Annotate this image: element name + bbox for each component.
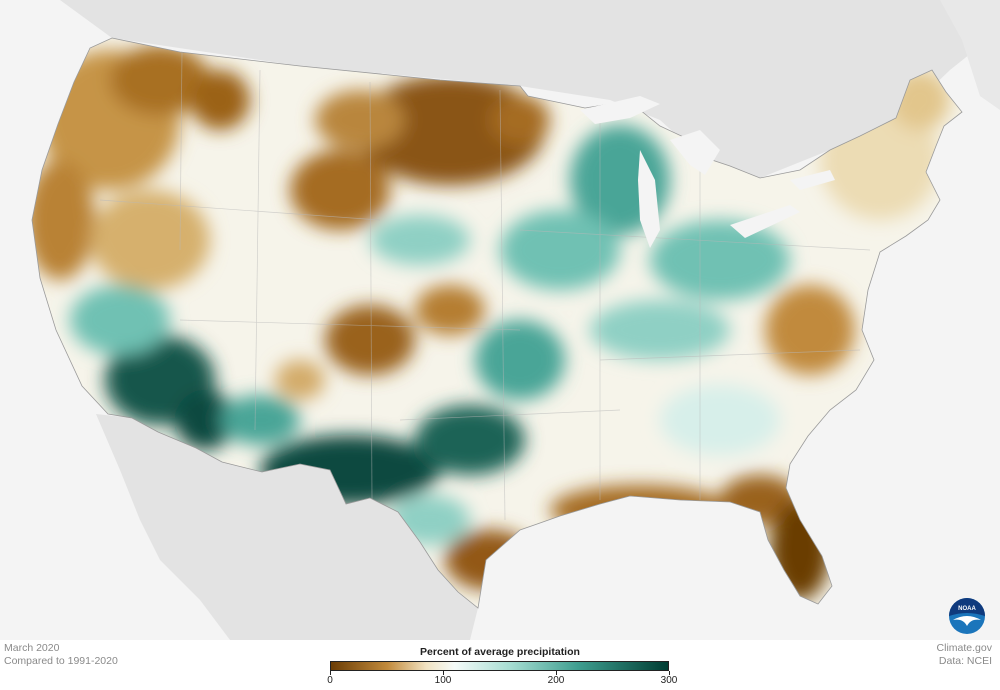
data-source: Data: NCEI (938, 655, 992, 667)
legend-tick-mark (330, 671, 331, 675)
surrounding-land (0, 0, 1000, 640)
legend-title: Percent of average precipitation (420, 646, 580, 658)
legend-tick-label: 0 (327, 675, 333, 686)
legend-color-bar (330, 661, 669, 671)
date-label: March 2020 (4, 642, 60, 654)
svg-text:NOAA: NOAA (958, 606, 976, 612)
legend-tick-label: 200 (547, 675, 565, 686)
legend-tick-label: 300 (660, 675, 678, 686)
precipitation-map: NOAA (0, 0, 1000, 640)
great-lakes (580, 96, 835, 248)
map-caption: March 2020 Compared to 1991-2020 (4, 642, 118, 668)
source-site: Climate.gov (936, 642, 992, 654)
state-boundaries (99, 51, 871, 521)
legend-tick-mark (556, 671, 557, 675)
legend-tick-label: 100 (434, 675, 452, 686)
comparison-label: Compared to 1991-2020 (4, 655, 118, 667)
noaa-logo-icon: NOAA (949, 598, 985, 634)
map-svg: NOAA (0, 0, 1000, 640)
map-footer: March 2020 Compared to 1991-2020 Percent… (0, 640, 1000, 690)
credit: Climate.gov Data: NCEI (937, 642, 992, 668)
legend-tick-mark (443, 671, 444, 675)
legend-tick-mark (669, 671, 670, 675)
